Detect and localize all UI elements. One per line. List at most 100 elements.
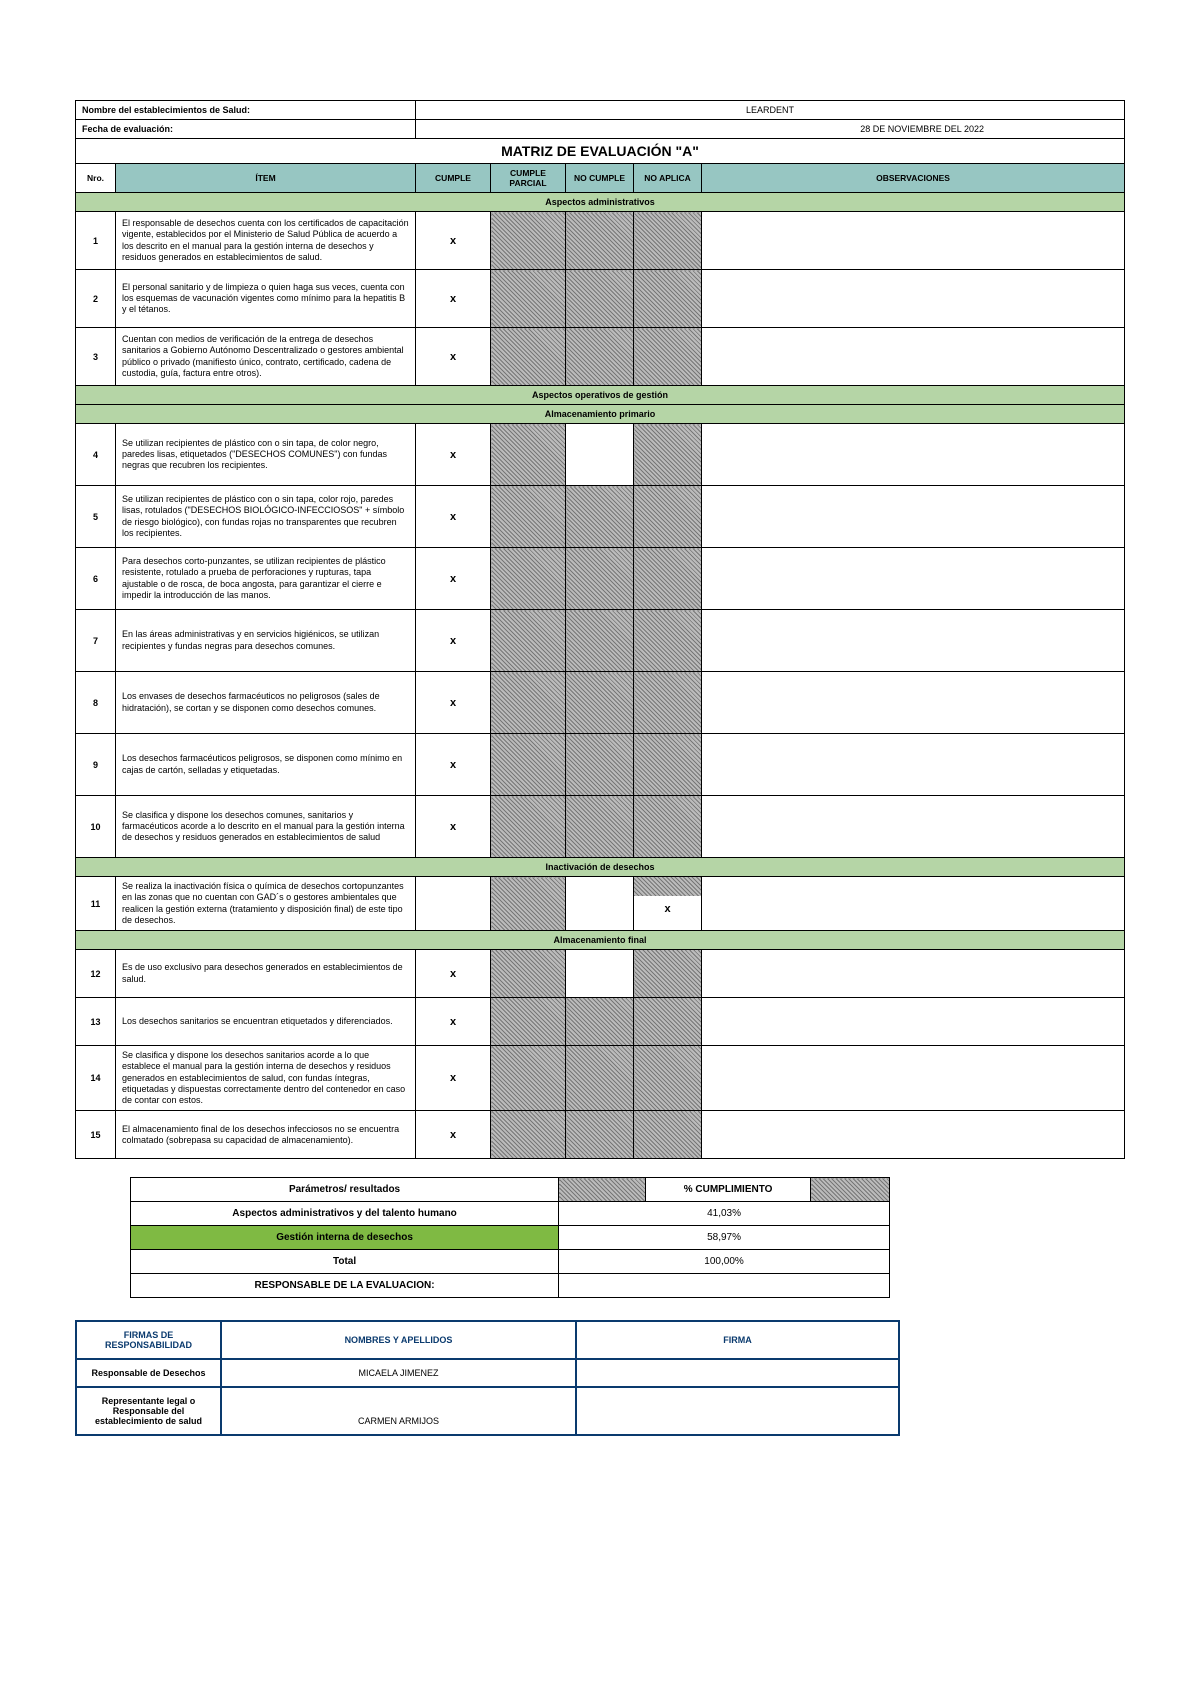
cell-obs bbox=[702, 424, 1125, 486]
cell-nocumple bbox=[566, 1111, 634, 1159]
cell-parcial bbox=[491, 998, 566, 1046]
item-text: En las áreas administrativas y en servic… bbox=[116, 610, 416, 672]
results-label: Aspectos administrativos y del talento h… bbox=[131, 1202, 559, 1226]
item-text: El almacenamiento final de los desechos … bbox=[116, 1111, 416, 1159]
sig-header-row: FIRMAS DE RESPONSABILIDAD NOMBRES Y APEL… bbox=[76, 1321, 899, 1359]
cell-nocumple bbox=[566, 212, 634, 270]
results-pct-hdr: % CUMPLIMIENTO bbox=[645, 1178, 810, 1202]
item-nro: 1 bbox=[76, 212, 116, 270]
cell-noaplica: x bbox=[634, 877, 702, 931]
cell-parcial bbox=[491, 486, 566, 548]
cell-cumple: x bbox=[416, 486, 491, 548]
section-alm-primario-label: Almacenamiento primario bbox=[76, 405, 1125, 424]
cell-nocumple bbox=[566, 672, 634, 734]
sig-name: MICAELA JIMENEZ bbox=[221, 1359, 576, 1387]
cell-cumple: x bbox=[416, 212, 491, 270]
item-row: 3Cuentan con medios de verificación de l… bbox=[76, 328, 1125, 386]
sig-row: Responsable de DesechosMICAELA JIMENEZ bbox=[76, 1359, 899, 1387]
cell-nocumple bbox=[566, 734, 634, 796]
cell-nocumple bbox=[566, 877, 634, 931]
item-nro: 13 bbox=[76, 998, 116, 1046]
item-nro: 11 bbox=[76, 877, 116, 931]
item-row: 5Se utilizan recipientes de plástico con… bbox=[76, 486, 1125, 548]
cell-obs bbox=[702, 1046, 1125, 1111]
item-row: 7En las áreas administrativas y en servi… bbox=[76, 610, 1125, 672]
cell-obs bbox=[702, 328, 1125, 386]
section-operativos: Aspectos operativos de gestión bbox=[76, 386, 1125, 405]
cell-nocumple bbox=[566, 328, 634, 386]
item-text: Cuentan con medios de verificación de la… bbox=[116, 328, 416, 386]
col-obs: OBSERVACIONES bbox=[702, 164, 1125, 193]
results-label: Gestión interna de desechos bbox=[131, 1226, 559, 1250]
cell-cumple: x bbox=[416, 950, 491, 998]
sig-h1: FIRMAS DE RESPONSABILIDAD bbox=[76, 1321, 221, 1359]
item-text: Es de uso exclusivo para desechos genera… bbox=[116, 950, 416, 998]
results-param-hdr: Parámetros/ resultados bbox=[131, 1178, 559, 1202]
cell-parcial bbox=[491, 1046, 566, 1111]
item-nro: 12 bbox=[76, 950, 116, 998]
sig-name: CARMEN ARMIJOS bbox=[221, 1387, 576, 1435]
results-pct: 41,03% bbox=[559, 1202, 890, 1226]
cell-noaplica bbox=[634, 1111, 702, 1159]
item-nro: 5 bbox=[76, 486, 116, 548]
item-text: El personal sanitario y de limpieza o qu… bbox=[116, 270, 416, 328]
cell-obs bbox=[702, 877, 1125, 931]
col-nro: Nro. bbox=[76, 164, 116, 193]
column-header-row: Nro. ÍTEM CUMPLE CUMPLE PARCIAL NO CUMPL… bbox=[76, 164, 1125, 193]
results-header-row: Parámetros/ resultados % CUMPLIMIENTO bbox=[131, 1178, 890, 1202]
section-admin: Aspectos administrativos bbox=[76, 193, 1125, 212]
cell-noaplica bbox=[634, 212, 702, 270]
item-text: Se realiza la inactivación física o quím… bbox=[116, 877, 416, 931]
item-row: 1El responsable de desechos cuenta con l… bbox=[76, 212, 1125, 270]
item-row: 6Para desechos corto-punzantes, se utili… bbox=[76, 548, 1125, 610]
item-row: 4Se utilizan recipientes de plástico con… bbox=[76, 424, 1125, 486]
cell-cumple: x bbox=[416, 998, 491, 1046]
col-item: ÍTEM bbox=[116, 164, 416, 193]
item-text: Los desechos sanitarios se encuentran et… bbox=[116, 998, 416, 1046]
item-nro: 15 bbox=[76, 1111, 116, 1159]
item-row: 9Los desechos farmacéuticos peligrosos, … bbox=[76, 734, 1125, 796]
results-row: Gestión interna de desechos58,97% bbox=[131, 1226, 890, 1250]
item-row: 11Se realiza la inactivación física o qu… bbox=[76, 877, 1125, 931]
item-row: 8Los envases de desechos farmacéuticos n… bbox=[76, 672, 1125, 734]
cell-noaplica bbox=[634, 950, 702, 998]
cell-obs bbox=[702, 212, 1125, 270]
cell-nocumple bbox=[566, 424, 634, 486]
item-row: 2El personal sanitario y de limpieza o q… bbox=[76, 270, 1125, 328]
cell-obs bbox=[702, 672, 1125, 734]
item-nro: 6 bbox=[76, 548, 116, 610]
cell-parcial bbox=[491, 1111, 566, 1159]
cell-obs bbox=[702, 734, 1125, 796]
cell-noaplica bbox=[634, 270, 702, 328]
cell-cumple: x bbox=[416, 1111, 491, 1159]
cell-nocumple bbox=[566, 998, 634, 1046]
cell-obs bbox=[702, 1111, 1125, 1159]
item-nro: 10 bbox=[76, 796, 116, 858]
cell-parcial bbox=[491, 270, 566, 328]
date-label: Fecha de evaluación: bbox=[76, 120, 416, 139]
section-inactiv-label: Inactivación de desechos bbox=[76, 858, 1125, 877]
results-pct: 100,00% bbox=[559, 1250, 890, 1274]
cell-parcial bbox=[491, 424, 566, 486]
matrix-title: MATRIZ DE EVALUACIÓN "A" bbox=[76, 139, 1125, 164]
item-row: 13Los desechos sanitarios se encuentran … bbox=[76, 998, 1125, 1046]
establishment-value: LEARDENT bbox=[416, 101, 1125, 120]
results-row: Aspectos administrativos y del talento h… bbox=[131, 1202, 890, 1226]
cell-noaplica bbox=[634, 610, 702, 672]
item-text: Se utilizan recipientes de plástico con … bbox=[116, 486, 416, 548]
page: Nombre del establecimientos de Salud: LE… bbox=[0, 0, 1200, 1698]
cell-cumple: x bbox=[416, 424, 491, 486]
cell-noaplica bbox=[634, 672, 702, 734]
item-text: Se clasifica y dispone los desechos sani… bbox=[116, 1046, 416, 1111]
cell-obs bbox=[702, 796, 1125, 858]
cell-cumple: x bbox=[416, 672, 491, 734]
item-nro: 3 bbox=[76, 328, 116, 386]
results-resp-label: RESPONSABLE DE LA EVALUACION: bbox=[131, 1274, 559, 1298]
cell-obs bbox=[702, 998, 1125, 1046]
cell-nocumple bbox=[566, 950, 634, 998]
cell-parcial bbox=[491, 212, 566, 270]
item-nro: 7 bbox=[76, 610, 116, 672]
sig-h3: FIRMA bbox=[576, 1321, 899, 1359]
item-text: El responsable de desechos cuenta con lo… bbox=[116, 212, 416, 270]
cell-obs bbox=[702, 270, 1125, 328]
